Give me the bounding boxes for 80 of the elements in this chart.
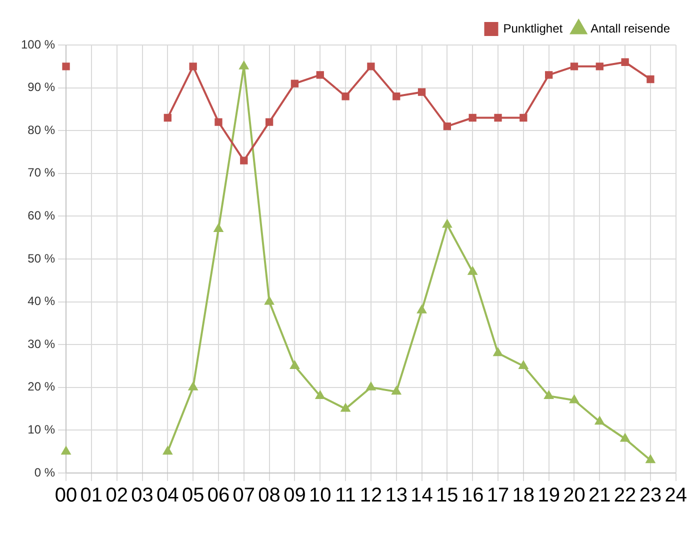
point [494,348,502,356]
y-tick-label: 100 % [20,37,56,52]
x-tick-label: 10 [309,484,332,507]
point [163,446,172,455]
point [392,92,400,100]
x-tick-label: 21 [588,484,611,507]
point [264,296,274,305]
point [62,62,70,70]
y-tick-label: 30 % [28,336,56,351]
point [214,118,222,126]
point [342,92,350,100]
point [239,61,248,70]
y-tick-label: 20 % [28,380,56,394]
point [544,390,554,399]
point [646,455,655,464]
x-tick-label: 19 [538,484,560,507]
point [240,156,248,164]
point [418,88,426,96]
point [290,361,300,369]
point [392,386,401,395]
point [595,416,604,425]
x-tick-label: 11 [335,484,356,507]
y-tick-label: 10 % [28,422,56,437]
y-tick-label: 40 % [28,294,56,308]
x-tick-label: 20 [563,484,586,507]
x-tick-label: 17 [486,484,510,507]
y-tick-label: 70 % [28,166,56,180]
y-tick-label: 90 % [28,80,56,94]
point [518,361,528,369]
x-tick-label: 05 [182,484,204,507]
legend-label: Punktlighet [503,21,564,36]
point [316,71,324,79]
x-tick-label: 22 [614,484,636,507]
point [494,114,502,122]
point [214,224,223,232]
point [570,62,578,70]
point [468,266,478,275]
x-tick-label: 00 [54,484,78,507]
x-tick-label: 14 [410,484,433,507]
point [520,114,528,122]
point [188,382,198,390]
y-tick-label: 50 % [28,251,56,266]
point [265,118,274,126]
x-tick-label: 24 [664,484,687,507]
point [62,446,70,455]
point [620,434,630,442]
y-tick-label: 80 % [28,122,56,137]
point [366,382,376,390]
x-tick-label: 07 [232,484,256,507]
point [570,395,579,404]
point [316,390,325,399]
point [621,58,629,66]
legend-label: Antall reisende [590,21,670,36]
point [290,80,299,88]
y-tick-label: 0 % [34,465,56,480]
x-tick-label: 12 [360,484,382,507]
point [443,122,452,130]
point [544,71,553,79]
x-tick-label: 13 [385,484,408,507]
x-tick-label: 02 [106,484,128,507]
x-tick-label: 04 [156,484,179,507]
x-tick-label: 08 [258,484,280,507]
x-tick-label: 06 [207,484,230,507]
x-tick-label: 18 [512,484,535,507]
point [367,62,375,70]
point [164,114,172,122]
point [646,75,654,84]
point [341,404,350,412]
x-tick-label: 16 [461,484,484,507]
point [417,305,426,314]
x-tick-label: 15 [436,484,458,507]
x-tick-label: 09 [284,484,306,507]
x-tick-label: 23 [639,484,662,507]
point [189,62,197,70]
x-tick-label: 01 [80,484,103,507]
y-tick-label: 60 % [28,208,56,223]
point [442,220,452,228]
x-tick-label: 03 [131,484,154,507]
point [596,62,604,70]
point [468,114,476,122]
